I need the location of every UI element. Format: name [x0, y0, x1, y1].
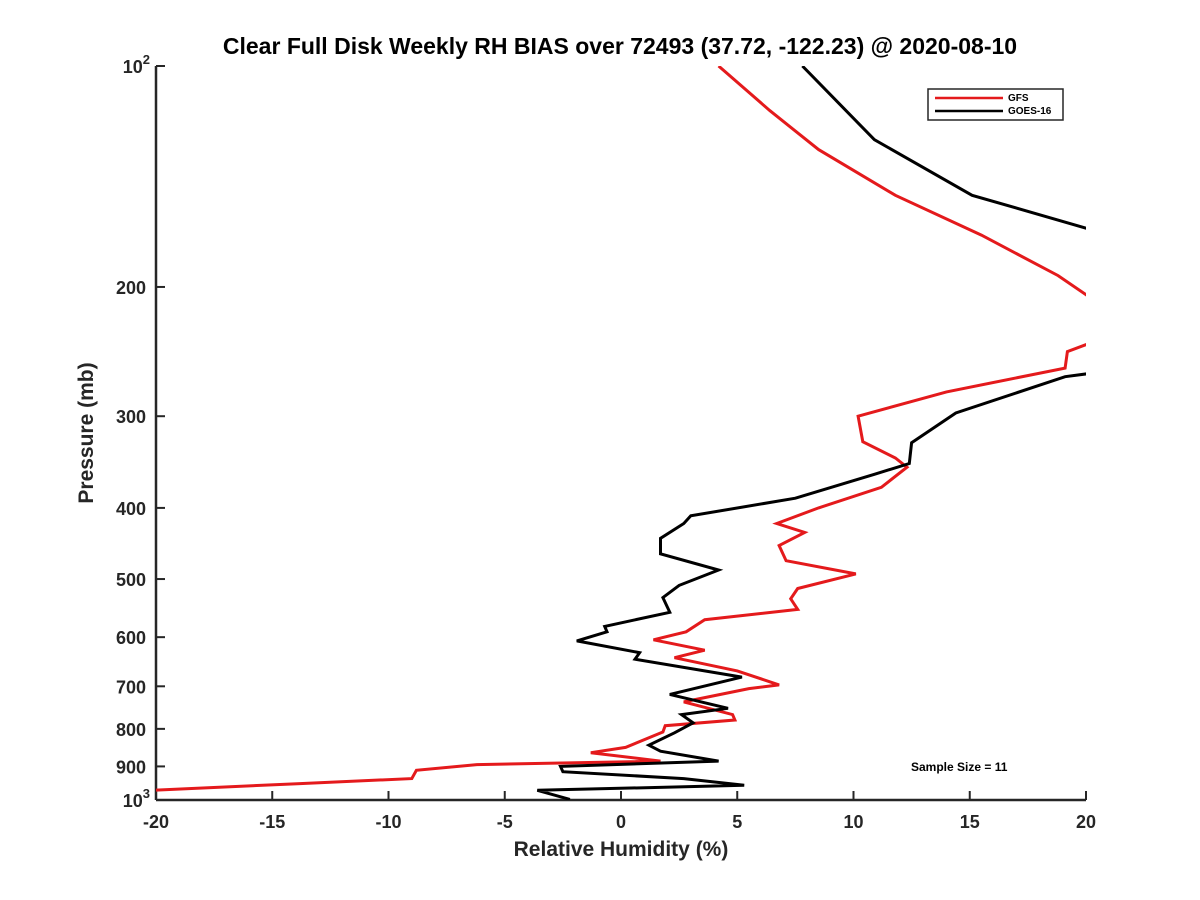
y-tick-label: 900	[116, 757, 146, 777]
y-tick-label: 200	[116, 278, 146, 298]
x-tick-label: -15	[259, 812, 285, 832]
y-tick-label: 400	[116, 499, 146, 519]
y-tick-label: 103	[123, 786, 150, 811]
x-tick-label: 20	[1076, 812, 1096, 832]
y-tick-label: 800	[116, 720, 146, 740]
legend-label-gfs: GFS	[1008, 93, 1029, 104]
y-axis-label: Pressure (mb)	[75, 362, 98, 503]
x-tick-label: 10	[843, 812, 863, 832]
x-tick-label: 0	[616, 812, 626, 832]
series-line-goes-16	[536, 66, 1086, 800]
sample-size-annotation: Sample Size = 11	[911, 760, 1008, 774]
legend: GFS GOES-16	[927, 88, 1064, 121]
chart-title: Clear Full Disk Weekly RH BIAS over 7249…	[223, 33, 1017, 59]
legend-label-goes-16: GOES-16	[1008, 106, 1052, 117]
y-tick-label: 102	[123, 52, 150, 77]
x-axis-label: Relative Humidity (%)	[514, 838, 729, 861]
y-axis-ticks: 102 200 300 400 500 600 700 800 900 103	[116, 52, 165, 811]
x-tick-label: -5	[497, 812, 513, 832]
x-tick-label: 15	[960, 812, 980, 832]
x-tick-label: 5	[732, 812, 742, 832]
y-tick-label: 700	[116, 677, 146, 697]
y-tick-label: 600	[116, 628, 146, 648]
series-lines	[156, 66, 1086, 800]
x-tick-label: -10	[375, 812, 401, 832]
x-tick-label: -20	[143, 812, 169, 832]
y-tick-label: 300	[116, 407, 146, 427]
series-line-gfs	[156, 66, 1086, 792]
y-tick-label: 500	[116, 570, 146, 590]
legend-box	[927, 88, 1064, 121]
x-axis-ticks: -20 -15 -10 -5 0 5 10 15 20	[143, 791, 1096, 832]
